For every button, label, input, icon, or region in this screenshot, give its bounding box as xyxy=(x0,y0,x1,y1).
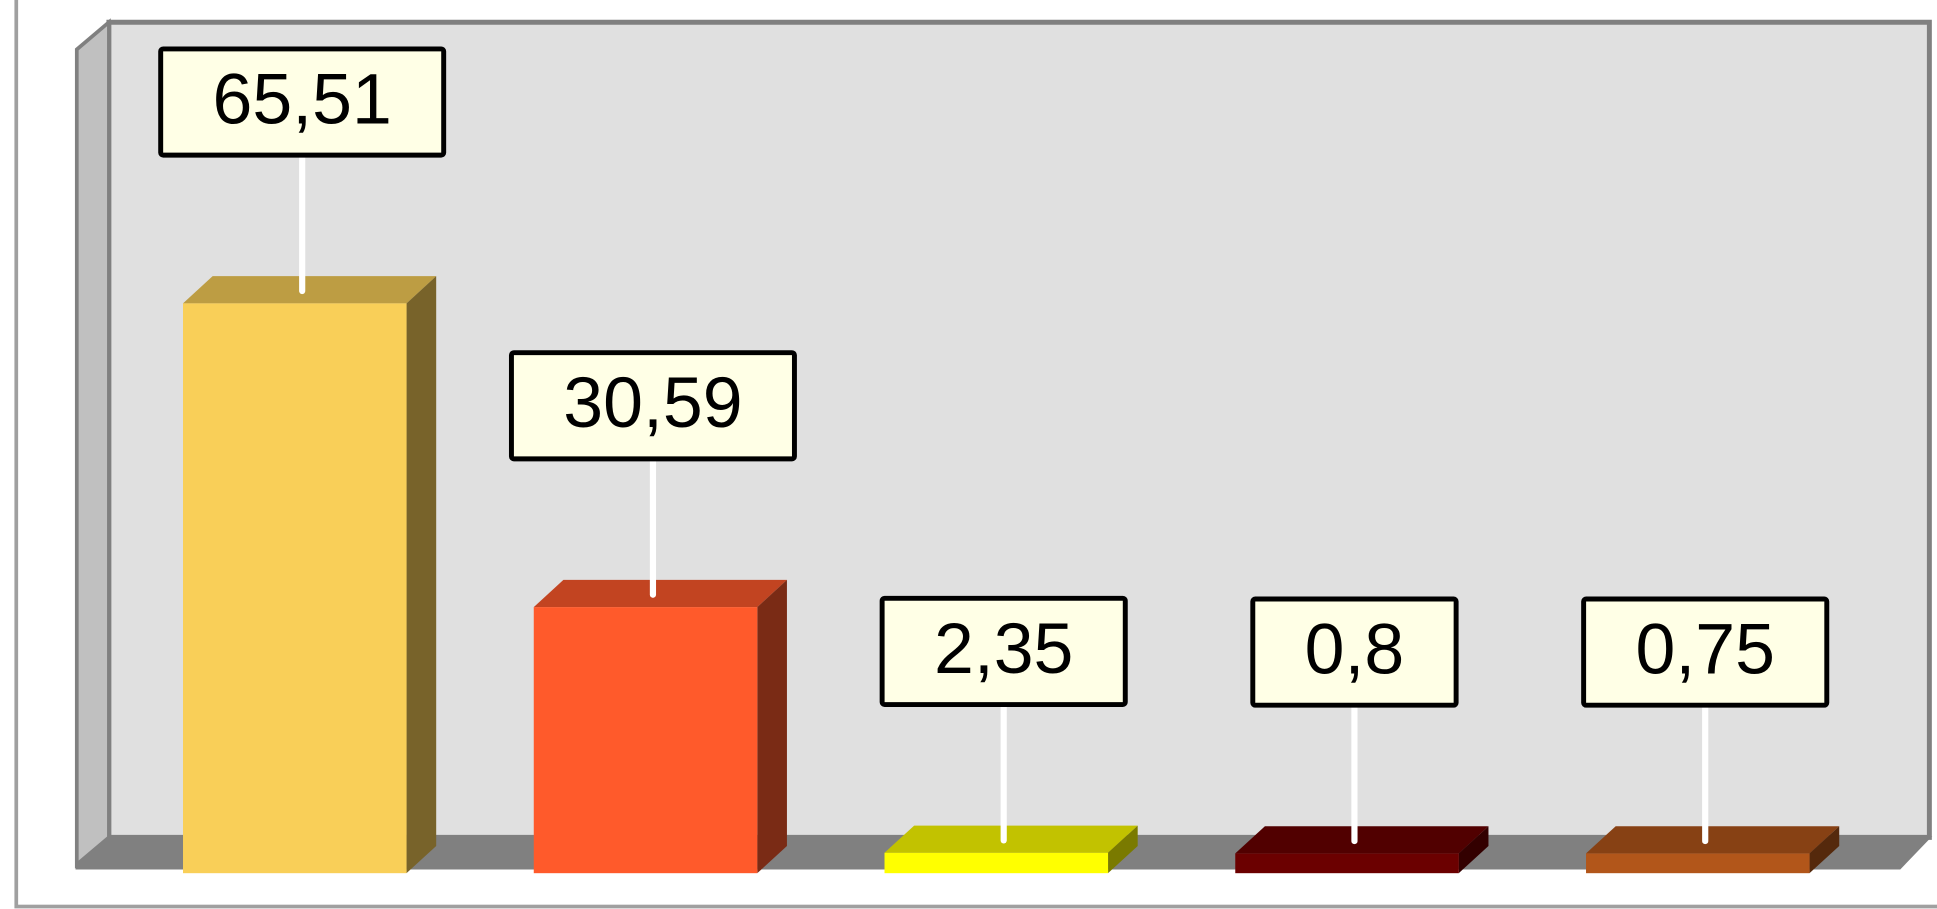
bar-side xyxy=(1458,826,1489,874)
data-label: 0,8 xyxy=(1305,610,1405,690)
bar-top xyxy=(183,276,437,304)
bar xyxy=(533,607,758,874)
bar-top xyxy=(1235,826,1489,854)
bar xyxy=(1235,853,1459,874)
data-label-box xyxy=(1581,596,1830,708)
data-label: 30,59 xyxy=(563,363,742,443)
bar-side xyxy=(406,276,437,874)
bar-side xyxy=(757,579,787,874)
data-label-box xyxy=(158,46,447,158)
side-wall xyxy=(74,18,111,869)
bar xyxy=(1586,853,1810,874)
bar-top xyxy=(1586,826,1840,854)
data-label-box xyxy=(879,595,1128,708)
bar-top xyxy=(884,825,1138,853)
bar-side xyxy=(1108,825,1138,874)
bar-side xyxy=(1809,826,1840,874)
data-label: 65,51 xyxy=(213,59,392,139)
bar-top xyxy=(533,579,787,608)
data-label-box xyxy=(508,350,797,462)
data-label: 2,35 xyxy=(934,609,1073,689)
bar xyxy=(884,852,1109,874)
data-label: 0,75 xyxy=(1636,610,1775,690)
data-label-box xyxy=(1250,596,1459,708)
bar xyxy=(183,303,407,874)
